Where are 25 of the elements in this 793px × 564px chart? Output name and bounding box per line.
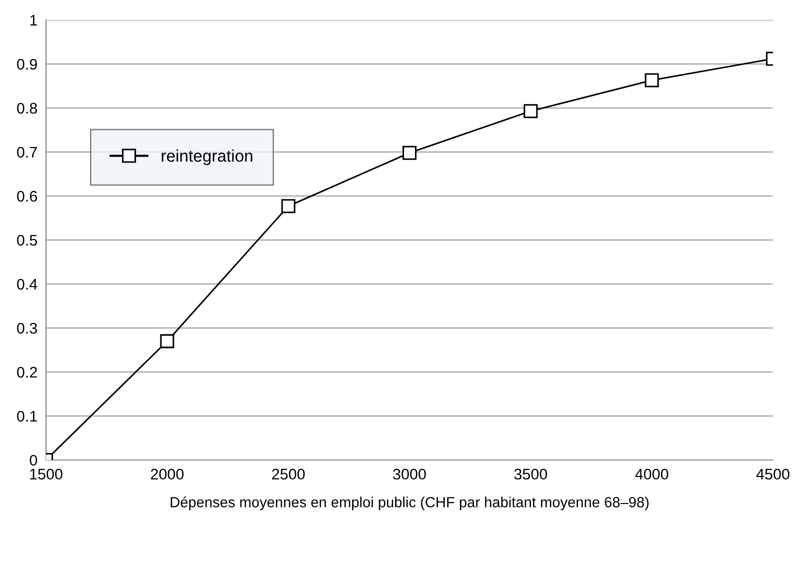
point [402,146,417,160]
x-tick-label: 4000 [635,468,668,480]
point [524,104,538,118]
x-tick-label: 1500 [30,468,62,480]
y-tick-label: 0.4 [17,278,38,290]
point [160,334,174,348]
y-tick-label: 0.3 [17,322,37,334]
y-tick-label: 0 [30,454,38,466]
legend-label: reintegration [162,150,252,166]
x-tick-label: 3000 [393,468,426,480]
y-tick-label: 0.9 [17,58,37,70]
y-tick-label: 0.8 [17,102,38,114]
y-tick-label: 0.2 [17,366,37,378]
x-tick-label: 4500 [756,468,790,480]
x-tick-label: 2000 [150,468,184,480]
x-axis-title: Dépenses moyennes en emploi public (CHF par habitant moyenne 68–98) [170,496,649,510]
y-tick-label: 0.5 [17,234,38,246]
y-tick-label: 0.6 [17,190,37,202]
x-tick-label: 2500 [272,468,305,480]
x-tick-label: 3500 [514,468,548,480]
point [644,73,659,88]
y-tick-label: 0.7 [17,146,37,158]
y-tick-label: 1 [30,15,37,26]
y-tick-label: 0.1 [17,410,37,422]
point [281,199,296,214]
